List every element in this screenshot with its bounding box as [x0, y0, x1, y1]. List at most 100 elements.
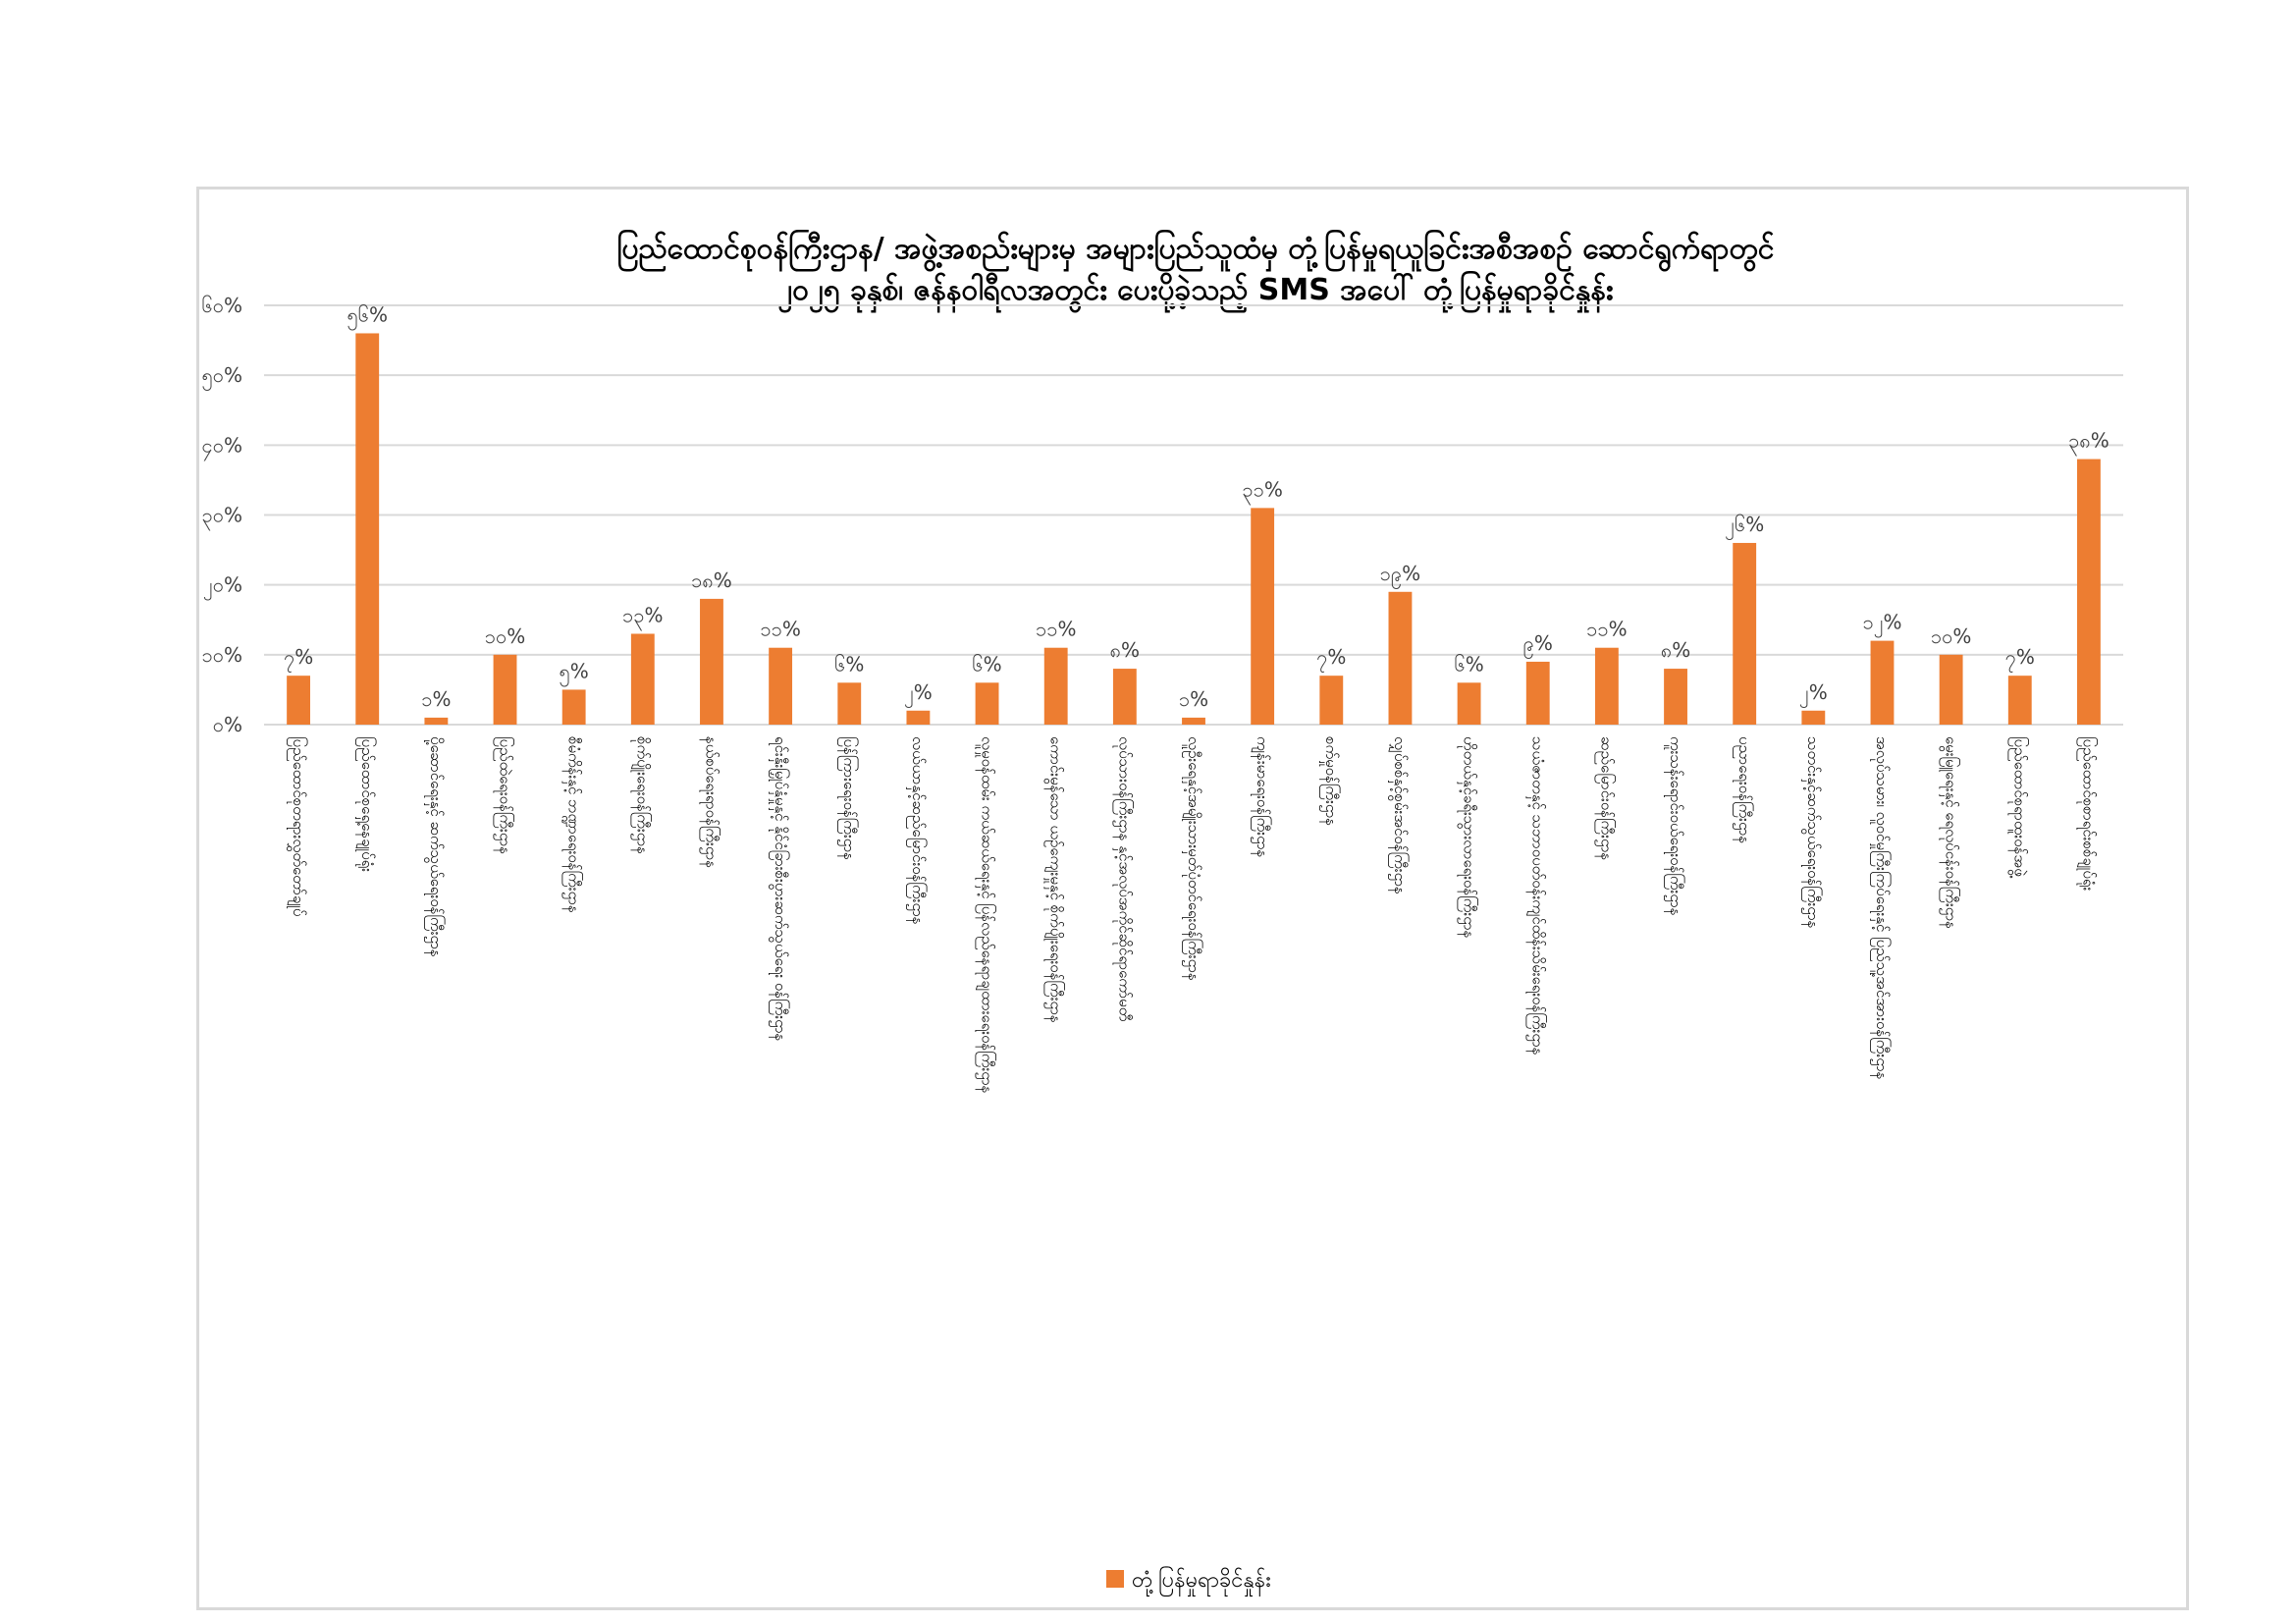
- category-label-line: ပြည်ထောင်စုတရားလွှတ်တော်ချုပ်: [287, 736, 308, 916]
- y-axis-ticks: ၀% ၁၀% ၂၀% ၃၀% ၄၀% ၅၀% ၆၀%: [201, 294, 242, 736]
- bar: [561, 689, 586, 725]
- bar: [1182, 717, 1205, 725]
- y-tick-label: ၅၀%: [201, 363, 242, 391]
- category-label: ပို့ဆောင်ရေးနှင့် ဆက်သွယ်ရေးဝန်ကြီးဌာန: [424, 736, 446, 957]
- data-label: ၁၈%: [691, 568, 732, 592]
- category-label-line: စိုက်ပျိုးရေးဝန်ကြီးဌာန: [631, 736, 653, 854]
- y-tick-label: ၁၀%: [201, 643, 242, 667]
- category-label-line: လူဦးရေနှင့်အမျိုးသားမှတ်ပုံတင်ရေးဝန်ကြီး…: [1182, 736, 1203, 981]
- category-label-line: စက်မှုဝန်ကြီးဌာန: [1319, 736, 1341, 826]
- category-label: ပြည်ထဲရေးဝန်ကြီးဌာန: [493, 736, 514, 854]
- data-labels: ၇% ၅၆% ၁% ၁၀% ၅% ၁၃% ၁၈% ၁၁% ၆% ၂% ၆% ၁၁% ၈% ၁% ၃၁% ၇% ၁…: [284, 302, 2109, 710]
- category-label: လျှပ်စစ်နှင့်စွမ်းအင်ဝန်ကြီးဌာန: [1388, 736, 1410, 894]
- bar: [1319, 676, 1344, 725]
- data-label: ၂%: [904, 680, 933, 708]
- y-tick-label: ၃၀%: [201, 504, 242, 531]
- category-label-line: ပြည်ထောင်စုစာရင်းစစ်ချုပ်ရုံး: [2077, 736, 2099, 892]
- chart-title-line-1: ပြည်ထောင်စုဝန်ကြီးဌာန/ အဖွဲ့အစည်းများမှ …: [617, 229, 1775, 273]
- bar: [355, 333, 380, 725]
- category-label: လူဦးရေနှင့်အမျိုးသားမှတ်ပုံတင်ရေးဝန်ကြီး…: [1182, 736, 1203, 981]
- category-label: အလုပ်သမား၊ လူဝင်မှုကြီးကြပ်ရေးနှင့် ပြည်…: [1870, 736, 1892, 1079]
- category-label: ဟိုတယ်နှင့်ခရီးသွားလာရေးဝန်ကြီးဌာန: [1457, 736, 1478, 939]
- gridlines: [264, 304, 2123, 726]
- category-label-line: နယ်စပ်ရေးရာဝန်ကြီးဌာန: [700, 736, 721, 868]
- legend-swatch: [1106, 1570, 1124, 1588]
- data-label: ၁၃%: [622, 603, 664, 630]
- category-label-line: ပို့ဆောင်ရေးနှင့် ဆက်သွယ်ရေးဝန်ကြီးဌာန: [424, 736, 446, 957]
- data-label: ၁%: [1179, 687, 1208, 711]
- bar: [287, 676, 310, 725]
- category-label: ရင်းနှီးမြှုပ်နှံမှုနှင့် နိုင်ငံခြားစီး…: [769, 736, 790, 1041]
- category-label-line: သတင်းနှင့်ဆက်သွယ်ရေးဝန်ကြီးဌာန: [1801, 736, 1823, 929]
- category-label: စက်မှုဝန်ကြီးဌာန: [1319, 736, 1341, 826]
- bar: [1525, 661, 1550, 725]
- category-label-line: ပြည်ထဲရေးဝန်ကြီးဌာန: [493, 736, 514, 854]
- category-label-line: အလုပ်သမား၊ လူဝင်မှုကြီးကြပ်ရေးနှင့် ပြည်…: [1870, 736, 1892, 1079]
- category-label-line: လယ်ယာနှင့်ဆည်မြောင်းဝန်ကြီးဌာန: [906, 736, 928, 925]
- data-label: ၈%: [1661, 638, 1690, 662]
- chart-title-line-2: ၂၀၂၅ ခုနှစ်၊ ဇန်နဝါရီလအတွင်း ပေးပို့ခဲ့သ…: [777, 270, 1613, 314]
- category-label: လူမှုဝန်ထမ်း ကယ်ဆယ်ရေးနှင့် ပြန်လည်နေရာခ…: [975, 736, 996, 1094]
- bar: [1043, 647, 1068, 725]
- bar: [769, 647, 793, 725]
- bar: [2007, 676, 2032, 725]
- category-label: သတင်းနှင့်ဆက်သွယ်ရေးဝန်ကြီးဌာန: [1801, 736, 1823, 929]
- y-tick-label: ၀%: [213, 713, 242, 736]
- data-label: ၁၀%: [1931, 624, 1972, 648]
- category-label: ကူးသန်းရောင်းဝယ်ရေးဝန်ကြီးဌာန: [1664, 736, 1685, 916]
- data-label: ၂%: [1799, 680, 1828, 708]
- data-label: ၇%: [284, 645, 313, 673]
- category-label: ပြည်ထောင်စုစာရင်းစစ်ချုပ်ရုံး: [2077, 736, 2099, 892]
- bar: [424, 717, 449, 725]
- category-label-line: လျှပ်စစ်နှင့်စွမ်းအင်ဝန်ကြီးဌာန: [1388, 736, 1410, 894]
- category-label-line: ဟိုတယ်နှင့်ခရီးသွားလာရေးဝန်ကြီးဌာန: [1457, 736, 1478, 939]
- category-label: စီမံကိန်းနှင့် ဘဏ္ဍာရေးဝန်ကြီးဌာန: [561, 736, 583, 913]
- bar: [493, 654, 517, 725]
- category-label: မွေးမြူရေးနှင့် ရေလုပ်ငန်းဝန်ကြီးဌာန: [1939, 736, 1960, 929]
- chart-frame: ပြည်ထောင်စုဝန်ကြီးဌာန/ အဖွဲ့အစည်းများမှ …: [196, 187, 2189, 1610]
- category-label: ဆည်မြောင်းဝန်ကြီးဌာန: [1595, 736, 1617, 860]
- category-label-line: လုပ်သားဝန်ကြီးဌာန နှင့်အလုပ်အကိုင်ဆိုင်ရ…: [1113, 736, 1135, 1021]
- category-label-line: ကောင်းမွန်သော ယဉ်ကျေးမှုနှင့် စိုက်ပျိုး…: [1043, 736, 1065, 1023]
- bar: [837, 682, 862, 725]
- y-tick-label: ၄၀%: [201, 433, 242, 460]
- data-label: ၁၁%: [760, 618, 801, 641]
- category-label-line: ဆည်မြောင်းဝန်ကြီးဌာန: [1595, 736, 1617, 860]
- bar: [975, 682, 999, 725]
- category-label: ကောင်းမွန်သော ယဉ်ကျေးမှုနှင့် စိုက်ပျိုး…: [1043, 736, 1065, 1023]
- category-label: နယ်စပ်ရေးရာဝန်ကြီးဌာန: [700, 736, 721, 868]
- y-tick-label: ၂၀%: [203, 573, 242, 601]
- category-label: သယံဇာတနှင့် သဘာဝပတ်ဝန်းကျင်ထိန်းသိမ်းရေး…: [1525, 736, 1547, 1056]
- legend-label: တုံ့ပြန်မှုရာခိုင်နှုန်း: [1132, 1566, 1271, 1597]
- category-label-line: ပညာရေးဝန်ကြီးဌာန: [1733, 736, 1754, 843]
- data-label: ၁၀%: [485, 624, 526, 648]
- category-label-line: ပြည်ထောင်စုရာထူးဝန်အဖွဲ့: [2008, 736, 2030, 879]
- category-label-line: လူမှုဝန်ထမ်း ကယ်ဆယ်ရေးနှင့် ပြန်လည်နေရာခ…: [975, 736, 996, 1094]
- bar: [1594, 647, 1619, 725]
- chart-title: ပြည်ထောင်စုဝန်ကြီးဌာန/ အဖွဲ့အစည်းများမှ …: [617, 229, 1775, 314]
- category-label-line: ပြန်ကြားရေးဝန်ကြီးဌာန: [837, 736, 859, 860]
- category-label: လုပ်သားဝန်ကြီးဌာန နှင့်အလုပ်အကိုင်ဆိုင်ရ…: [1113, 736, 1135, 1021]
- category-label: ကျန်းမာရေးဝန်ကြီးဌာန: [1251, 736, 1272, 857]
- category-label-line: ကျန်းမာရေးဝန်ကြီးဌာန: [1251, 736, 1272, 857]
- y-tick-label: ၆၀%: [201, 294, 242, 317]
- category-label-line: စီမံကိန်းနှင့် ဘဏ္ဍာရေးဝန်ကြီးဌာန: [561, 736, 583, 913]
- category-label-line: မွေးမြူရေးနှင့် ရေလုပ်ငန်းဝန်ကြီးဌာန: [1939, 736, 1960, 929]
- category-label: ပြည်ထောင်စုရှေ့နေချုပ်ရုံး: [355, 736, 377, 872]
- data-label: ၁၉%: [1380, 562, 1421, 589]
- data-label: ၇%: [2005, 645, 2035, 673]
- data-label: ၅၆%: [347, 302, 388, 330]
- data-label: ၆%: [972, 652, 1001, 676]
- category-label-line: ရင်းနှီးမြှုပ်နှံမှုနှင့် နိုင်ငံခြားစီး…: [769, 736, 790, 1041]
- bar: [1801, 710, 1826, 725]
- category-label: လယ်ယာနှင့်ဆည်မြောင်းဝန်ကြီးဌာန: [906, 736, 928, 925]
- bar: [1112, 669, 1137, 725]
- data-label: ၆%: [834, 652, 864, 676]
- bar: [2077, 459, 2101, 725]
- bars: [287, 333, 2101, 725]
- bar: [1388, 591, 1413, 725]
- category-labels: ပြည်ထောင်စုတရားလွှတ်တော်ချုပ် ပြည်ထောင်စု…: [287, 736, 2099, 1094]
- data-label: ၅%: [560, 659, 589, 686]
- data-label: ၃၁%: [1242, 477, 1283, 505]
- bar: [1664, 669, 1687, 725]
